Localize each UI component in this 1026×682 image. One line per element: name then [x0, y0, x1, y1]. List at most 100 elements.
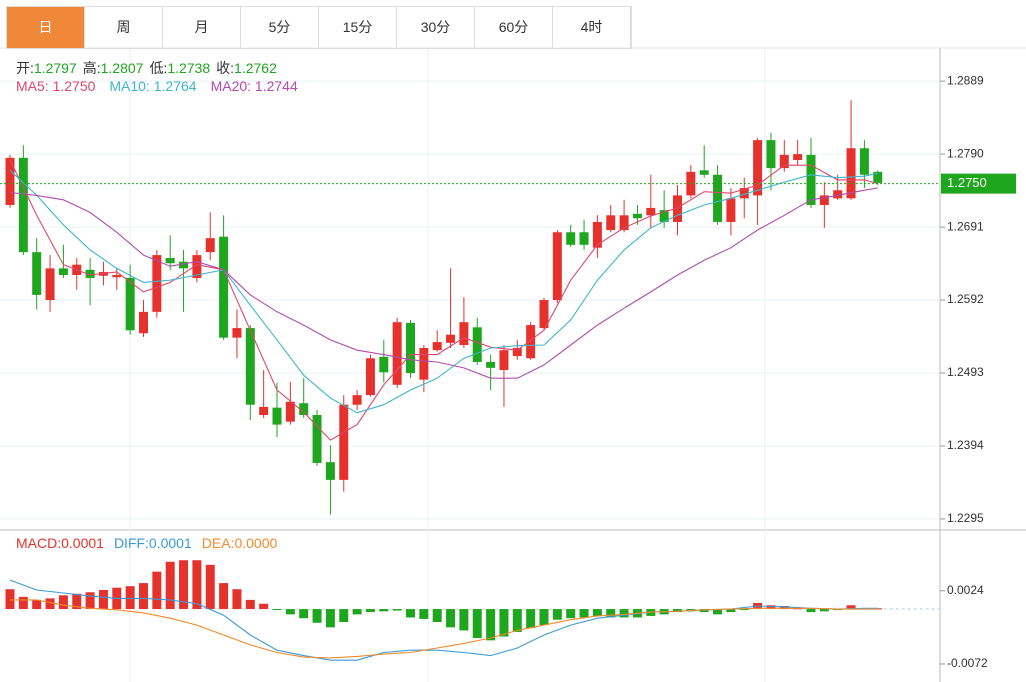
macd-bar — [352, 609, 362, 615]
macd-bar — [379, 609, 389, 612]
macd-bar — [18, 596, 28, 610]
candle-body — [32, 252, 42, 295]
candle-body — [779, 154, 789, 169]
candle-body — [619, 215, 629, 231]
macd-bar — [673, 609, 682, 613]
macd-bar — [766, 605, 776, 610]
last-price-box — [941, 173, 1016, 194]
candle-body — [299, 403, 309, 416]
legend-entry: MA10: 1.2764 — [109, 78, 197, 94]
ohlc-key: 高: — [82, 60, 101, 76]
candle-body — [259, 406, 269, 416]
y-tick-label: 1.2790 — [947, 146, 984, 160]
candle-body — [833, 190, 843, 199]
macd-bar — [72, 593, 82, 610]
candle-body — [859, 148, 869, 175]
candle-body — [646, 207, 656, 216]
candle-body — [232, 328, 242, 338]
candle-body — [713, 174, 723, 222]
macd-bar — [806, 609, 816, 613]
macd-bar — [552, 609, 562, 620]
candle-body — [592, 221, 602, 248]
macd-bar — [566, 609, 576, 619]
period-tab[interactable]: 日 — [7, 7, 85, 48]
macd-bar — [152, 571, 162, 610]
candle-body — [58, 268, 68, 275]
candle-body — [766, 140, 776, 169]
candle-body — [365, 358, 375, 396]
candle-body — [245, 328, 255, 405]
period-tab[interactable]: 30分 — [397, 7, 475, 48]
candle-body — [699, 170, 709, 175]
candle-body — [819, 195, 829, 205]
candle-body — [512, 347, 522, 357]
macd-bar — [432, 609, 442, 623]
macd-bar — [392, 609, 402, 611]
y-tick-label: 1.2493 — [947, 365, 984, 379]
macd-line — [10, 599, 878, 659]
candle-body — [686, 171, 696, 196]
period-tab[interactable]: 15分 — [319, 7, 397, 48]
candle-body — [179, 261, 189, 269]
macd-bar — [512, 609, 522, 632]
macd-bar — [5, 589, 15, 610]
candle-body — [152, 255, 162, 312]
candle-body — [325, 462, 335, 480]
macd-bar — [606, 609, 616, 618]
candle-body — [192, 255, 202, 278]
candle-body — [272, 407, 282, 425]
candle-body — [432, 342, 442, 351]
macd-bar — [365, 609, 375, 613]
candle-body — [419, 347, 429, 380]
ma-line — [9, 159, 878, 441]
legend-entry: DIFF:0.0001 — [113, 535, 192, 551]
legend-entry: DEA:0.0000 — [201, 535, 278, 551]
candle-body — [392, 322, 402, 385]
ohlc-item: 低:1.2738 — [149, 60, 210, 76]
ohlc-value: 1.2797 — [33, 60, 77, 76]
y-tick-label: 1.2889 — [947, 73, 984, 87]
macd-bar — [779, 606, 789, 610]
macd-bar — [45, 598, 55, 610]
macd-bar — [419, 609, 429, 619]
macd-bar — [406, 609, 415, 618]
macd-bar — [472, 609, 482, 639]
period-tab[interactable]: 周 — [85, 7, 163, 48]
macd-bar — [325, 609, 335, 628]
candle-body — [205, 238, 215, 253]
macd-bar — [699, 609, 709, 613]
candle-body — [446, 334, 456, 343]
legend-entry: MA20: 1.2744 — [210, 78, 298, 94]
y-tick-label: 1.2295 — [947, 511, 984, 525]
candle-body — [85, 269, 95, 278]
y-tick-label: 1.2394 — [947, 438, 984, 452]
macd-legend: MACD:0.0001 DIFF:0.0001 DEA:0.0000 — [16, 535, 287, 551]
ma-line — [9, 169, 878, 414]
period-tab[interactable]: 4时 — [553, 7, 631, 48]
macd-bar — [85, 592, 95, 610]
macd-bar — [819, 609, 829, 612]
candle-body — [632, 213, 642, 219]
legend-entry: MA5: 1.2750 — [16, 78, 96, 94]
ohlc-item: 收:1.2762 — [216, 60, 277, 76]
macd-bar — [232, 589, 242, 610]
last-price-label: 1.2750 — [947, 175, 987, 190]
macd-bar — [259, 603, 269, 610]
candle-body — [579, 232, 589, 245]
candle-body — [339, 404, 349, 480]
ohlc-item: 高:1.2807 — [83, 60, 144, 76]
candle-body — [793, 154, 803, 161]
macd-bar — [58, 595, 68, 610]
candle-body — [139, 311, 148, 334]
period-tab[interactable]: 月 — [163, 7, 241, 48]
macd-bar — [846, 605, 856, 610]
macd-bar — [179, 560, 189, 610]
period-tab[interactable]: 5分 — [241, 7, 319, 48]
macd-bar — [312, 609, 322, 623]
period-tab[interactable]: 60分 — [475, 7, 553, 48]
ohlc-value: 1.2738 — [167, 60, 211, 76]
candle-body — [806, 154, 816, 205]
candle-body — [125, 277, 135, 331]
macd-bar — [619, 609, 629, 618]
